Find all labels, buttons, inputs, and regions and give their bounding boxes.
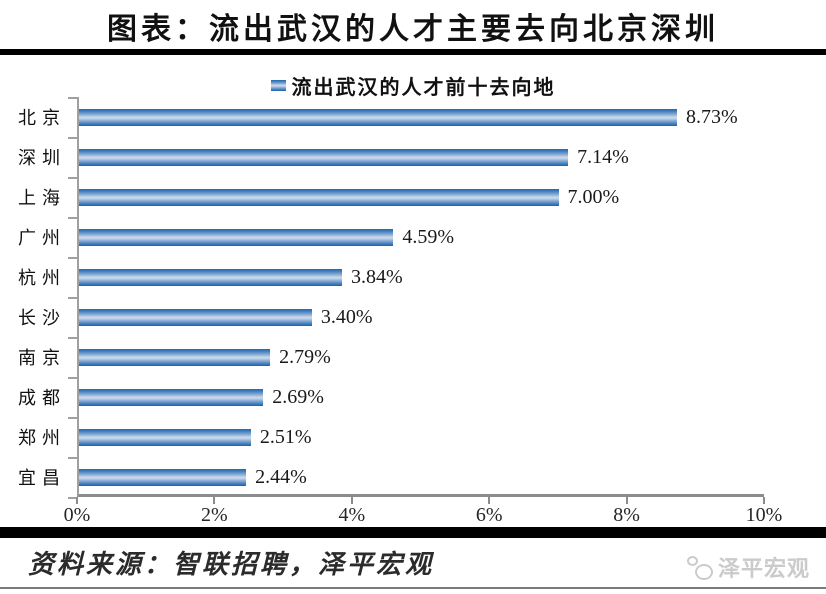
bar (79, 228, 394, 246)
watermark-label: 泽平宏观 (717, 556, 810, 581)
bar-row: 7.00% (79, 177, 764, 217)
bar-rows: 8.73% 7.14% 7.00% 4.59% 3.84% 3.40% 2.79… (79, 97, 764, 497)
bar-value-label: 3.84% (351, 265, 403, 288)
bar-value-label: 2.79% (279, 345, 331, 368)
bar-row: 8.73% (79, 97, 764, 137)
x-tick-label: 6% (475, 504, 503, 526)
category-label: 宜昌 (18, 468, 66, 488)
bar-row: 2.79% (79, 337, 764, 377)
category-label: 广州 (18, 228, 66, 248)
bar (79, 268, 343, 286)
bar-value-label: 2.44% (255, 465, 307, 488)
legend-marker-icon (270, 80, 286, 91)
x-axis-ticks (76, 497, 765, 505)
bar (79, 388, 264, 406)
bar-value-label: 2.51% (259, 425, 312, 448)
bar-row: 2.69% (79, 377, 764, 417)
bar-value-label: 2.69% (272, 385, 324, 408)
bar-row: 2.51% (79, 417, 764, 457)
legend: 流出武汉的人才前十去向地 (0, 71, 826, 100)
bar-value-label: 4.59% (402, 225, 455, 248)
x-tick-label: 8% (613, 504, 640, 526)
x-tick-mark (625, 497, 628, 504)
bar (79, 148, 569, 166)
bar (79, 428, 251, 446)
bar-value-label: 8.73% (686, 105, 738, 128)
bottom-border (0, 587, 826, 589)
category-label: 深圳 (18, 148, 66, 168)
x-axis-labels: 0% 2% 4% 6% 8% 10% (64, 504, 783, 530)
bar (79, 468, 247, 486)
x-tick-mark (76, 497, 78, 504)
category-label: 长沙 (18, 308, 66, 328)
category-label: 上海 (18, 188, 66, 208)
x-tick-mark (213, 497, 216, 504)
bar (79, 188, 559, 206)
bar-value-label: 7.14% (577, 145, 629, 168)
source-text: 资料来源：智联招聘，泽平宏观 (28, 550, 435, 579)
category-label: 南京 (18, 348, 66, 368)
watermark-logo-icon (686, 554, 713, 581)
category-label: 杭州 (18, 268, 66, 288)
bar-row: 7.14% (79, 137, 764, 177)
x-tick-label: 2% (201, 504, 228, 526)
x-tick-mark (488, 497, 491, 504)
y-axis-ticks (68, 97, 77, 499)
bar (79, 308, 312, 326)
bar-value-label: 7.00% (567, 185, 620, 208)
x-tick-label: 0% (63, 504, 91, 526)
footer-divider (0, 527, 826, 538)
bar-row: 3.40% (79, 297, 764, 337)
bar-row: 4.59% (79, 217, 764, 257)
x-tick-mark (350, 497, 353, 504)
bar (79, 348, 271, 366)
x-tick-label: 10% (745, 504, 783, 526)
bar-row: 3.84% (79, 257, 764, 297)
watermark: 泽平宏观 (686, 551, 810, 583)
x-tick-label: 4% (338, 504, 366, 526)
page-title: 图表：流出武汉的人才主要去向北京深圳 (107, 13, 719, 46)
category-label: 北京 (18, 108, 66, 128)
plot-area: 8.73% 7.14% 7.00% 4.59% 3.84% 3.40% 2.79… (64, 97, 782, 526)
bar-chart: 北京深圳上海广州杭州长沙南京成都郑州宜昌 8.73% 7.14% 7.00% 4… (0, 97, 782, 526)
category-labels: 北京深圳上海广州杭州长沙南京成都郑州宜昌 (0, 97, 68, 497)
bar (79, 108, 677, 126)
category-label: 成都 (18, 388, 66, 408)
bar-row: 2.44% (79, 457, 764, 497)
bar-value-label: 3.40% (320, 305, 373, 328)
x-tick-mark (763, 497, 765, 504)
title-divider (0, 49, 826, 55)
legend-label: 流出武汉的人才前十去向地 (291, 77, 556, 99)
category-label: 郑州 (18, 428, 66, 448)
